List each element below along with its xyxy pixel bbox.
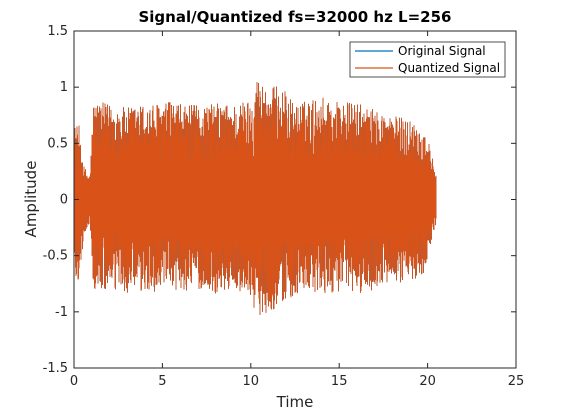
y-axis-label: Amplitude (22, 161, 40, 238)
x-axis-label: Time (276, 393, 314, 411)
y-tick-label: 0 (60, 193, 68, 208)
legend-label-original-signal: Original Signal (398, 44, 486, 58)
y-tick-label: 1.5 (47, 24, 68, 39)
x-tick-label: 10 (243, 374, 260, 389)
legend: Original Signal Quantized Signal (349, 41, 506, 78)
x-tick-label: 15 (331, 374, 348, 389)
y-tick-label: -0.5 (43, 249, 68, 264)
x-tick-label: 25 (508, 374, 525, 389)
y-tick-label: -1 (55, 305, 68, 320)
x-tick-label: 5 (158, 374, 166, 389)
tick-layer: 0 5 10 15 20 25 -1.5 -1 -0.5 0 0.5 1 1.5 (43, 24, 525, 389)
chart-title: Signal/Quantized fs=32000 hz L=256 (138, 8, 451, 26)
x-tick-label: 20 (419, 374, 436, 389)
y-tick-label: -1.5 (43, 361, 68, 376)
x-tick-label: 0 (70, 374, 78, 389)
y-tick-label: 1 (60, 80, 68, 95)
y-tick-label: 0.5 (47, 136, 68, 151)
legend-label-quantized-signal: Quantized Signal (398, 61, 500, 75)
legend-box (349, 41, 506, 78)
